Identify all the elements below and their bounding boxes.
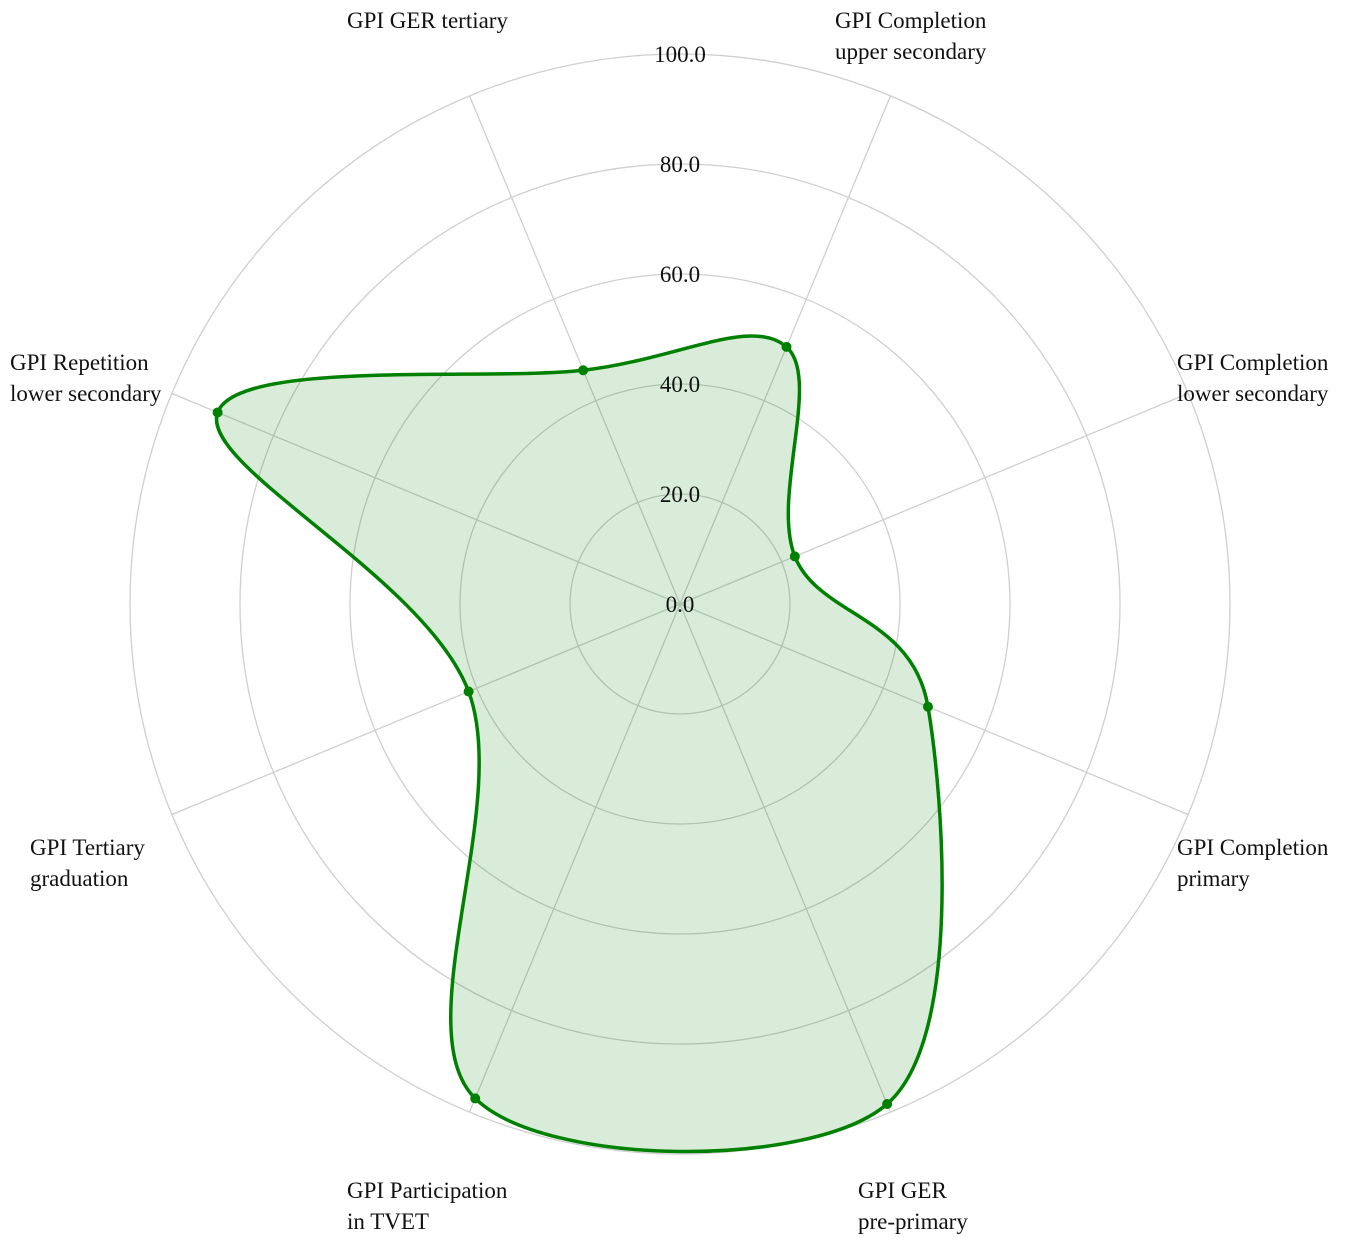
axis-label: GPI GER tertiary <box>347 8 508 33</box>
spoke <box>679 603 1189 816</box>
point <box>463 686 474 697</box>
axis-label-line: GPI Completion <box>835 8 987 33</box>
spoke <box>468 603 681 1113</box>
r-tick-label: 40.0 <box>660 372 700 397</box>
axis-label-line: pre-primary <box>858 1209 968 1234</box>
point <box>578 365 589 376</box>
point <box>470 1093 481 1104</box>
axis-label-line: in TVET <box>347 1209 429 1234</box>
axis-label: GPI Completion lower secondary <box>1177 350 1329 406</box>
point <box>212 407 223 418</box>
grid-ring <box>129 53 1231 1155</box>
r-tick-label: 60.0 <box>660 262 700 287</box>
spoke <box>468 95 681 605</box>
axis-label-line: upper secondary <box>835 39 987 64</box>
axis-label-line: GPI Participation <box>347 1178 508 1203</box>
axis-label-line: lower secondary <box>1177 381 1329 406</box>
axis-label-line: graduation <box>30 866 129 891</box>
r-tick-label: 100.0 <box>654 42 706 67</box>
spoke <box>679 392 1189 605</box>
grid-ring <box>569 493 791 715</box>
axis-label-line: GPI GER <box>858 1178 947 1203</box>
grid-ring <box>239 163 1121 1045</box>
radar-area <box>214 334 944 1154</box>
r-tick-label: 0.0 <box>666 592 695 617</box>
point <box>922 701 933 712</box>
axis-label: GPI Completion upper secondary <box>835 8 987 64</box>
axis-label-line: GPI Repetition <box>10 350 149 375</box>
point <box>882 1099 893 1110</box>
spoke <box>171 392 681 605</box>
axis-label: GPI Completion primary <box>1177 835 1329 891</box>
axis-label: GPI Tertiary graduation <box>30 835 145 891</box>
axis-label-line: GPI GER tertiary <box>347 8 508 33</box>
point <box>781 341 792 352</box>
axis-label-line: primary <box>1177 866 1250 891</box>
grid-ring <box>349 273 1011 935</box>
axis-label-line: GPI Tertiary <box>30 835 145 860</box>
r-tick-label: 20.0 <box>660 482 700 507</box>
axis-label: GPI Repetition lower secondary <box>10 350 162 406</box>
grid-ring <box>459 383 901 825</box>
spoke <box>171 603 681 816</box>
axis-label-line: GPI Completion <box>1177 350 1329 375</box>
axis-label-line: lower secondary <box>10 381 162 406</box>
axis-label: GPI GER pre-primary <box>858 1178 968 1234</box>
r-tick-label: 80.0 <box>660 152 700 177</box>
point <box>789 551 800 562</box>
axis-label: GPI Participation in TVET <box>347 1178 508 1234</box>
axis-label-line: GPI Completion <box>1177 835 1329 860</box>
spoke <box>679 603 892 1113</box>
